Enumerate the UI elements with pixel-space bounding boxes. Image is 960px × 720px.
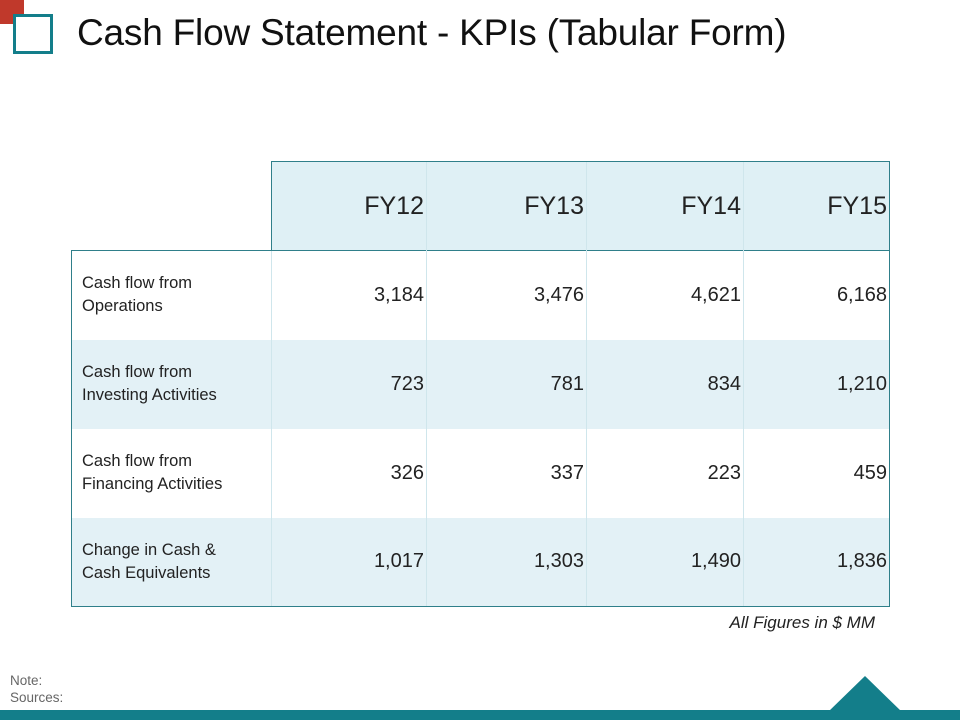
- table-cell: 1,836: [743, 517, 890, 607]
- table-cell: 326: [271, 428, 427, 518]
- row-label-line: Cash flow from: [82, 452, 193, 470]
- table-cell: 1,490: [586, 517, 744, 607]
- table-cell: 337: [426, 428, 587, 518]
- row-label: Change in Cash & Cash Equivalents: [71, 517, 272, 607]
- table-cell: 459: [743, 428, 890, 518]
- table-cell: 223: [586, 428, 744, 518]
- footer-bar: [0, 710, 960, 720]
- table-row: Cash flow from Investing Activities 723 7…: [71, 339, 890, 429]
- row-label-line: Financing Activities: [82, 475, 223, 493]
- table-cell: 3,184: [271, 250, 427, 340]
- footer-triangle: [828, 676, 902, 712]
- table-cell: 3,476: [426, 250, 587, 340]
- table-header-row: FY12 FY13 FY14 FY15: [71, 161, 890, 251]
- row-label-line: Cash flow from: [82, 274, 193, 293]
- row-label-line: Change in Cash &: [82, 540, 216, 559]
- kpi-table: FY12 FY13 FY14 FY15 Cash flow from Operat…: [71, 161, 890, 607]
- table-cell: 1,303: [426, 517, 587, 607]
- column-header: FY14: [586, 161, 744, 251]
- table-corner-cell: [71, 161, 272, 251]
- table-row: Cash flow from Operations 3,184 3,476 4,6…: [71, 250, 890, 340]
- table-row: Cash flow from Financing Activities 326 3…: [71, 428, 890, 518]
- table-row: Change in Cash & Cash Equivalents 1,017 1…: [71, 517, 890, 607]
- row-label-line: Cash Equivalents: [82, 563, 211, 582]
- row-label: Cash flow from Operations: [71, 250, 272, 340]
- row-label-line: Cash flow from: [82, 363, 193, 381]
- units-note: All Figures in $ MM: [729, 613, 875, 632]
- table-cell: 1,210: [743, 339, 890, 429]
- page-title: Cash Flow Statement - KPIs (Tabular Form…: [77, 12, 787, 53]
- logo-teal-square: [13, 14, 53, 54]
- table-cell: 4,621: [586, 250, 744, 340]
- column-header: FY12: [271, 161, 427, 251]
- logo-square-icon: [0, 0, 60, 60]
- table-cell: 6,168: [743, 250, 890, 340]
- table-cell: 834: [586, 339, 744, 429]
- column-header: FY13: [426, 161, 587, 251]
- row-label: Cash flow from Financing Activities: [71, 428, 272, 518]
- row-label: Cash flow from Investing Activities: [71, 339, 272, 429]
- row-label-line: Operations: [82, 297, 163, 316]
- column-header: FY15: [743, 161, 890, 251]
- table-cell: 723: [271, 339, 427, 429]
- sources-label: Sources:: [10, 690, 64, 705]
- footnote: Note: Sources:: [10, 672, 63, 706]
- table-cell: 781: [426, 339, 587, 429]
- note-label: Note:: [10, 673, 43, 688]
- table-cell: 1,017: [271, 517, 427, 607]
- row-label-line: Investing Activities: [82, 386, 217, 404]
